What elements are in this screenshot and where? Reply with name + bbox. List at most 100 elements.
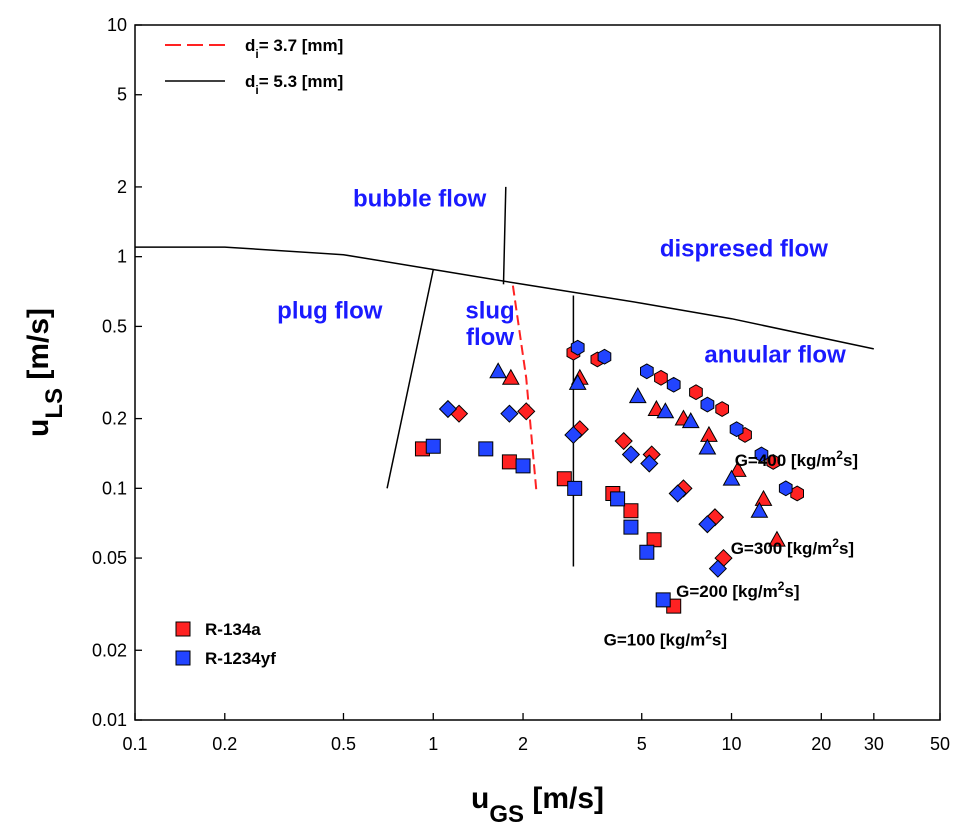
data-point-diamond (640, 454, 659, 473)
data-point-square (567, 480, 583, 496)
data-point-square (655, 592, 671, 608)
boundary-line-di-5-3-0 (135, 246, 874, 350)
data-point-hexagon (715, 401, 729, 417)
legend-marker (175, 650, 191, 666)
data-point-hexagon (778, 480, 793, 497)
x-tick-label: 2 (518, 734, 528, 754)
data-point-triangle (501, 368, 520, 385)
region-labels: bubble flow dispresed flow plug flow slugfl… (277, 185, 846, 368)
data-point-diamond (708, 559, 727, 578)
data-point-triangle (722, 469, 741, 486)
legend-marker-label: R-134a (205, 620, 261, 639)
plot-frame (134, 24, 941, 721)
boundary-lines (135, 186, 874, 567)
region-label: bubble flow (353, 185, 487, 212)
data-point-diamond (500, 404, 519, 423)
y-tick-label: 5 (117, 85, 127, 105)
y-tick-label: 0.2 (102, 409, 127, 429)
x-axis-ticks: 0.1 0.2 0.5 1 2 5 10 20 30 50 (122, 713, 950, 754)
mass-flux-label: G=100 [kg/m2s] (604, 627, 727, 649)
x-tick-label: 20 (811, 734, 831, 754)
mass-flux-label: G=200 [kg/m2s] (676, 579, 799, 601)
data-point-square (639, 544, 655, 560)
data-point-triangle (628, 387, 647, 404)
series-r-134a (414, 344, 804, 614)
data-point-hexagon (754, 446, 769, 463)
data-point-hexagon (729, 421, 744, 438)
data-point-hexagon (666, 376, 681, 393)
y-tick-label: 0.05 (92, 548, 127, 568)
data-point-square (610, 491, 626, 507)
region-label: anuular flow (704, 341, 846, 368)
data-point-diamond (614, 431, 633, 451)
y-tick-label: 10 (107, 15, 127, 35)
data-point-diamond (438, 399, 458, 419)
region-label: plug flow (277, 298, 383, 325)
y-tick-label: 0.01 (92, 710, 127, 730)
mass-flux-label: G=400 [kg/m2s] (735, 448, 858, 470)
data-point-square (425, 438, 441, 454)
boundary-line-di-5-3-1 (502, 186, 507, 285)
boundary-line-di-3-7 (511, 285, 538, 494)
y-tick-label: 2 (117, 177, 127, 197)
y-tick-label: 0.5 (102, 316, 127, 336)
legend-marker (175, 621, 191, 637)
x-tick-label: 0.2 (212, 734, 237, 754)
data-markers (414, 339, 804, 614)
data-point-triangle (656, 402, 675, 419)
data-point-triangle (768, 530, 786, 547)
legend-marker-label: R-1234yf (205, 649, 276, 668)
plot-border (134, 24, 941, 721)
series-r-1234yf (425, 339, 793, 608)
x-tick-label: 1 (428, 734, 438, 754)
data-point-square (501, 454, 517, 470)
data-point-triangle (681, 412, 700, 429)
x-tick-label: 0.1 (122, 734, 147, 754)
y-tick-label: 0.1 (102, 478, 127, 498)
data-point-triangle (728, 460, 747, 477)
legend: di= 3.7 [mm] di= 5.3 [mm] R-134a R-1234yf (165, 36, 343, 668)
x-axis-title: uGS [m/s] (471, 782, 604, 828)
data-point-triangle (568, 373, 587, 390)
data-point-hexagon (654, 369, 668, 386)
data-point-hexagon (597, 348, 612, 365)
y-axis-ticks: 0.01 0.02 0.05 0.1 0.2 0.5 1 2 5 10 (92, 15, 142, 730)
data-point-triangle (750, 501, 769, 518)
region-label: slug (465, 298, 514, 325)
x-tick-label: 50 (930, 734, 950, 754)
y-tick-label: 0.02 (92, 640, 127, 660)
mass-flux-label: G=300 [kg/m2s] (731, 536, 854, 558)
data-point-diamond (564, 425, 583, 445)
data-point-hexagon (570, 339, 585, 356)
legend-line-label: di= 3.7 [mm] (245, 36, 343, 61)
axis-titles: uGS [m/s] uLS [m/s] (22, 308, 604, 828)
region-label: dispresed flow (660, 236, 828, 263)
data-point-square (623, 519, 639, 535)
x-tick-label: 5 (637, 734, 647, 754)
data-point-triangle (700, 425, 718, 442)
data-point-hexagon (790, 485, 804, 502)
data-point-hexagon (700, 396, 715, 413)
legend-line-label: di= 5.3 [mm] (245, 72, 343, 97)
data-point-square (478, 441, 494, 457)
mass-flux-labels: G=400 [kg/m2s] G=300 [kg/m2s] G=200 [kg/m2… (604, 448, 858, 649)
data-point-diamond (621, 445, 641, 464)
data-point-square (515, 458, 531, 474)
data-point-triangle (754, 489, 773, 506)
data-point-diamond (517, 402, 536, 421)
boundary-line-di-5-3-2 (386, 269, 435, 489)
data-point-triangle (698, 438, 717, 455)
x-tick-label: 0.5 (331, 734, 356, 754)
data-point-square (646, 532, 662, 548)
data-point-diamond (668, 484, 687, 503)
y-axis-title: uLS [m/s] (22, 308, 68, 437)
data-point-triangle (489, 362, 508, 379)
data-point-square (623, 503, 639, 519)
data-point-diamond (698, 515, 717, 534)
data-point-hexagon (689, 384, 703, 401)
x-tick-label: 30 (864, 734, 884, 754)
region-label: flow (466, 324, 514, 351)
x-tick-label: 10 (722, 734, 742, 754)
data-point-hexagon (640, 363, 654, 380)
